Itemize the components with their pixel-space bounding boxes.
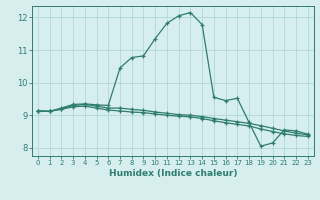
X-axis label: Humidex (Indice chaleur): Humidex (Indice chaleur) xyxy=(108,169,237,178)
